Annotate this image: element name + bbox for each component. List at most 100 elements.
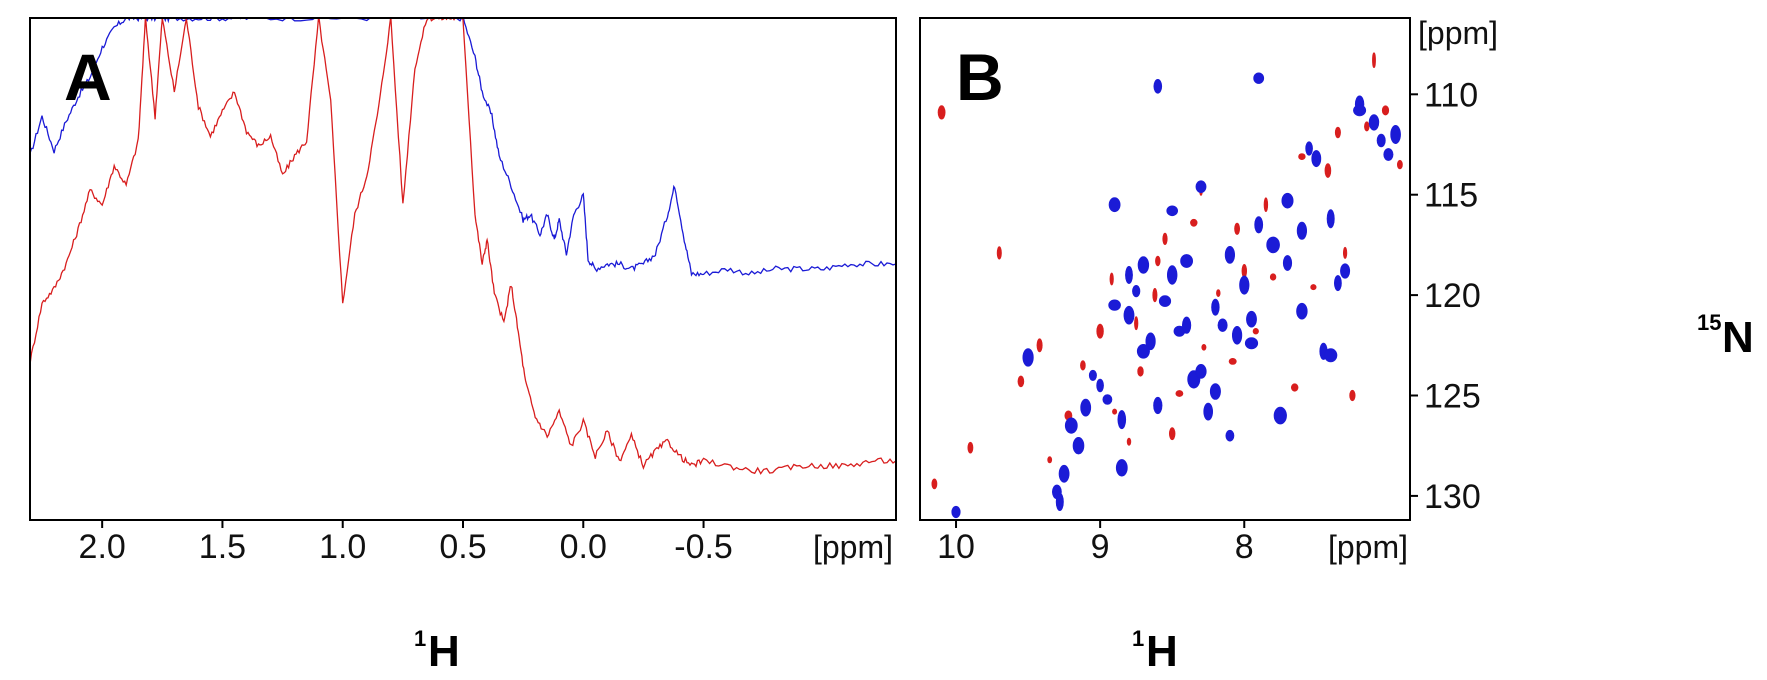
panel-a-spectra xyxy=(31,19,895,475)
peak-blue xyxy=(1123,305,1135,325)
panel-b: 10 9 8 110 115 120 125 130 B [ppm] [ppm] 1 H 1… xyxy=(919,15,1754,676)
peak-blue xyxy=(1195,363,1207,379)
peak-red xyxy=(1290,383,1299,392)
peak-blue xyxy=(1158,295,1172,307)
peak-red xyxy=(1155,255,1161,267)
x-tick-label: 2.0 xyxy=(79,528,126,566)
peak-blue xyxy=(1231,325,1243,345)
peak-red xyxy=(1096,323,1104,339)
peak-red xyxy=(1364,121,1370,132)
peak-blue xyxy=(1153,396,1163,415)
peak-blue xyxy=(1022,348,1034,367)
peak-red xyxy=(1190,218,1198,227)
panel-a-xlabel: H xyxy=(428,627,460,676)
peak-blue xyxy=(1305,141,1313,156)
peak-red xyxy=(1252,328,1259,335)
peak-red xyxy=(996,246,1002,260)
peak-red xyxy=(1137,366,1144,377)
peak-blue xyxy=(1209,383,1221,400)
peak-red xyxy=(1162,232,1168,245)
peak-blue xyxy=(1180,254,1193,268)
peak-blue xyxy=(1340,263,1351,279)
panel-a-frame xyxy=(29,17,897,521)
peak-blue xyxy=(1334,275,1342,292)
panel-a-label: A xyxy=(64,40,112,114)
y-tick-label: 115 xyxy=(1424,177,1478,215)
peak-blue xyxy=(1296,302,1308,320)
peak-blue xyxy=(951,505,961,519)
spectrum-line-blue xyxy=(31,19,895,277)
peak-blue xyxy=(1324,348,1338,363)
peak-red xyxy=(1126,437,1132,446)
peak-red xyxy=(1036,338,1043,353)
peak-blue xyxy=(1102,394,1113,405)
x-tick-label: 9 xyxy=(1091,528,1110,566)
peak-blue xyxy=(1281,192,1294,209)
panel-b-peaks xyxy=(931,52,1403,519)
peak-red xyxy=(1112,408,1118,415)
peak-blue xyxy=(1239,275,1250,295)
panel-a-x-ticks: 2.0 1.5 1.0 0.5 0.0 -0.5 xyxy=(79,520,733,566)
panel-b-y-ticks: 110 115 120 125 130 xyxy=(1410,76,1481,516)
peak-blue xyxy=(1217,318,1228,332)
peak-red xyxy=(1047,456,1053,464)
peak-red xyxy=(1234,222,1240,235)
peak-blue xyxy=(1195,180,1207,193)
peak-blue xyxy=(1145,332,1156,351)
x-tick-label: 8 xyxy=(1235,528,1254,566)
x-tick-label: 1.5 xyxy=(199,528,246,566)
peak-blue xyxy=(1166,205,1178,217)
peak-blue xyxy=(1353,104,1367,117)
peak-blue xyxy=(1266,236,1280,254)
peak-blue xyxy=(1225,429,1235,442)
panel-b-label: B xyxy=(956,40,1004,114)
panel-b-ylabel-superscript: 15 xyxy=(1697,310,1721,335)
peak-blue xyxy=(1390,125,1401,145)
peak-red xyxy=(1201,343,1207,351)
peak-blue xyxy=(1117,410,1127,430)
y-tick-label: 130 xyxy=(1424,478,1481,516)
y-tick-label: 125 xyxy=(1424,378,1481,416)
peak-blue xyxy=(1326,209,1335,229)
peak-blue xyxy=(1115,459,1128,477)
peak-blue xyxy=(1246,310,1257,328)
peak-red xyxy=(1216,289,1221,297)
peak-blue xyxy=(1296,221,1307,240)
peak-blue xyxy=(1055,492,1064,512)
peak-red xyxy=(1381,105,1390,116)
peak-blue xyxy=(1153,79,1163,94)
peak-red xyxy=(1310,284,1317,291)
peak-red xyxy=(1334,126,1341,139)
panel-b-x-ticks: 10 9 8 xyxy=(937,520,1254,566)
peak-red xyxy=(1017,375,1025,388)
x-tick-label: 0.0 xyxy=(560,528,607,566)
peak-red xyxy=(1109,272,1114,286)
peak-blue xyxy=(1282,255,1293,271)
peak-red xyxy=(937,105,946,120)
peak-red xyxy=(1175,390,1184,397)
x-tick-label: 1.0 xyxy=(319,528,366,566)
peak-blue xyxy=(1181,316,1192,334)
peak-blue xyxy=(1096,378,1104,393)
peak-red xyxy=(1263,197,1269,212)
panel-a: 2.0 1.5 1.0 0.5 0.0 -0.5 A [ppm] 1 H xyxy=(29,17,897,676)
peak-blue xyxy=(1137,256,1150,274)
peak-red xyxy=(1134,316,1139,331)
panel-b-xlabel-superscript: 1 xyxy=(1132,626,1144,651)
peak-blue xyxy=(1368,114,1380,131)
peak-blue xyxy=(1125,265,1133,284)
peak-red xyxy=(1342,246,1348,259)
panel-b-frame xyxy=(919,17,1411,521)
peak-blue xyxy=(1108,299,1121,311)
peak-blue xyxy=(1108,197,1121,213)
peak-blue xyxy=(1080,398,1092,417)
y-tick-label: 120 xyxy=(1424,277,1481,315)
peak-blue xyxy=(1058,464,1070,483)
panel-b-y-unit: [ppm] xyxy=(1418,15,1498,51)
peak-blue xyxy=(1311,150,1322,168)
peak-blue xyxy=(1064,417,1078,434)
peak-blue xyxy=(1072,437,1085,455)
peak-blue xyxy=(1136,343,1150,359)
peak-blue xyxy=(1132,285,1141,298)
panel-b-ylabel: N xyxy=(1722,313,1754,362)
